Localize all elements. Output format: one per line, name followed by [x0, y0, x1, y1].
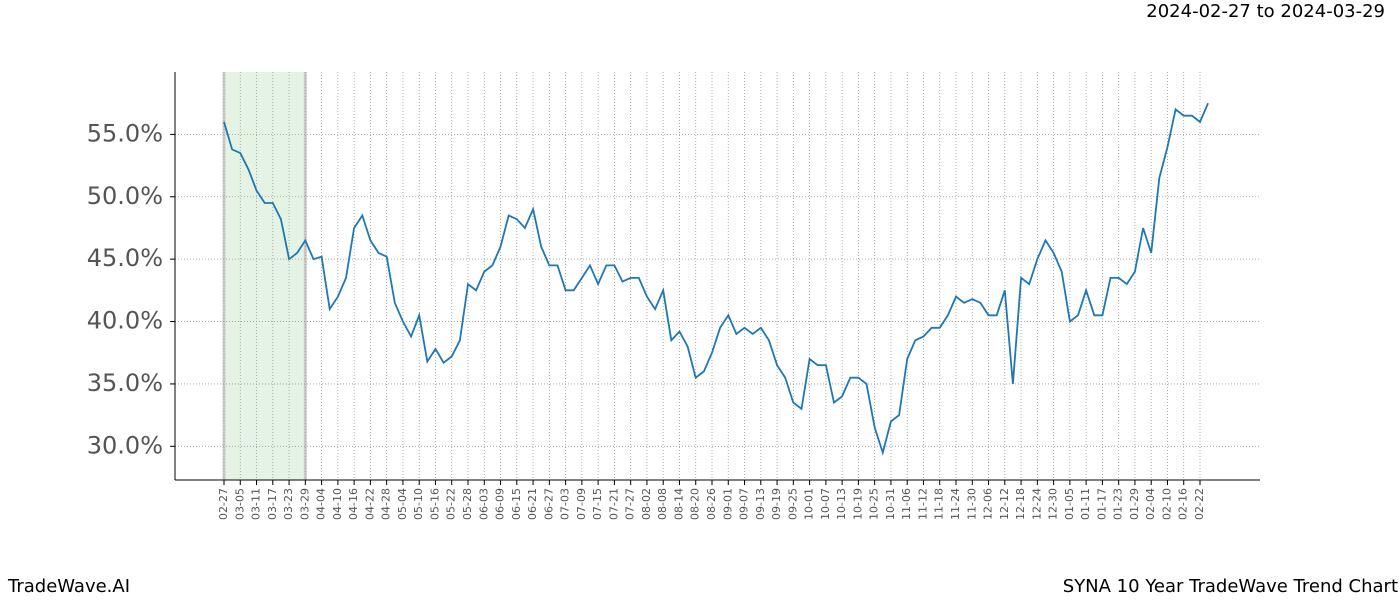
series-line — [223, 102, 1209, 456]
x-tick-label: 09-19 — [770, 488, 783, 520]
x-tick-label: 08-26 — [705, 488, 718, 520]
x-tick-label: 12-18 — [1014, 488, 1027, 520]
y-tick-label: 30.0% — [87, 431, 163, 459]
x-tick-label: 03-29 — [298, 488, 311, 520]
x-tick-label: 11-18 — [933, 488, 946, 520]
x-tick-label: 05-22 — [445, 488, 458, 520]
y-tick-label: 45.0% — [87, 244, 163, 272]
x-tick-label: 06-15 — [510, 488, 523, 520]
x-tick-label: 10-01 — [803, 488, 816, 520]
x-tick-label: 07-21 — [607, 488, 620, 520]
x-tick-label: 04-04 — [315, 488, 328, 520]
x-tick-label: 08-20 — [689, 488, 702, 520]
x-tick-label: 02-22 — [1193, 488, 1206, 520]
x-tick-label: 01-11 — [1079, 488, 1092, 520]
x-tick-label: 12-30 — [1047, 488, 1060, 520]
x-tick-label: 09-13 — [754, 488, 767, 520]
y-tick-label: 40.0% — [87, 307, 163, 335]
x-tick-label: 01-17 — [1095, 488, 1108, 520]
x-tick-label: 07-09 — [575, 488, 588, 520]
x-tick-label: 10-19 — [851, 488, 864, 520]
x-tick-label: 08-02 — [640, 488, 653, 520]
x-tick-label: 10-07 — [819, 488, 832, 520]
x-tick-label: 08-14 — [672, 488, 685, 520]
x-tick-label: 02-27 — [217, 488, 230, 520]
x-tick-label: 09-01 — [721, 488, 734, 520]
x-tick-label: 04-28 — [380, 488, 393, 520]
x-tick-label: 04-22 — [363, 488, 376, 520]
x-tick-label: 12-06 — [982, 488, 995, 520]
x-tick-label: 05-16 — [428, 488, 441, 520]
x-tick-label: 03-23 — [282, 488, 295, 520]
x-tick-label: 11-24 — [949, 488, 962, 520]
y-tick-label: 55.0% — [87, 119, 163, 147]
x-tick-label: 07-03 — [559, 488, 572, 520]
x-tick-label: 05-10 — [412, 488, 425, 520]
x-tick-label: 08-08 — [656, 488, 669, 520]
x-tick-label: 02-10 — [1160, 488, 1173, 520]
x-tick-label: 04-16 — [347, 488, 360, 520]
x-tick-label: 01-29 — [1128, 488, 1141, 520]
x-tick-label: 03-17 — [266, 488, 279, 520]
x-tick-label: 05-28 — [461, 488, 474, 520]
footer-left: TradeWave.AI — [7, 576, 130, 597]
x-tick-label: 11-12 — [916, 488, 929, 520]
x-tick-label: 12-12 — [998, 488, 1011, 520]
x-tick-label: 06-03 — [477, 488, 490, 520]
x-tick-label: 10-25 — [868, 488, 881, 520]
x-tick-label: 12-24 — [1030, 488, 1043, 520]
x-tick-label: 06-09 — [494, 488, 507, 520]
x-tick-label: 05-04 — [396, 488, 409, 520]
x-tick-label: 11-30 — [965, 488, 978, 520]
x-tick-label: 09-25 — [786, 488, 799, 520]
x-tick-label: 02-04 — [1144, 488, 1157, 520]
x-tick-label: 10-13 — [835, 488, 848, 520]
x-tick-label: 06-27 — [542, 488, 555, 520]
x-tick-label: 10-31 — [884, 488, 897, 520]
x-tick-label: 03-05 — [233, 488, 246, 520]
x-tick-label: 11-06 — [900, 488, 913, 520]
y-tick-label: 50.0% — [87, 182, 163, 210]
x-tick-label: 03-11 — [250, 488, 263, 520]
x-tick-label: 04-10 — [331, 488, 344, 520]
x-tick-label: 01-05 — [1063, 488, 1076, 520]
x-tick-label: 06-21 — [526, 488, 539, 520]
x-tick-label: 09-07 — [738, 488, 751, 520]
footer-right: SYNA 10 Year TradeWave Trend Chart — [1063, 576, 1398, 597]
chart-title: 2024-02-27 to 2024-03-29 — [1146, 1, 1385, 22]
x-tick-label: 07-15 — [591, 488, 604, 520]
x-tick-label: 01-23 — [1112, 488, 1125, 520]
x-tick-label: 02-16 — [1177, 488, 1190, 520]
x-tick-label: 07-27 — [624, 488, 637, 520]
highlight-window — [224, 72, 306, 480]
y-tick-label: 35.0% — [87, 369, 163, 397]
